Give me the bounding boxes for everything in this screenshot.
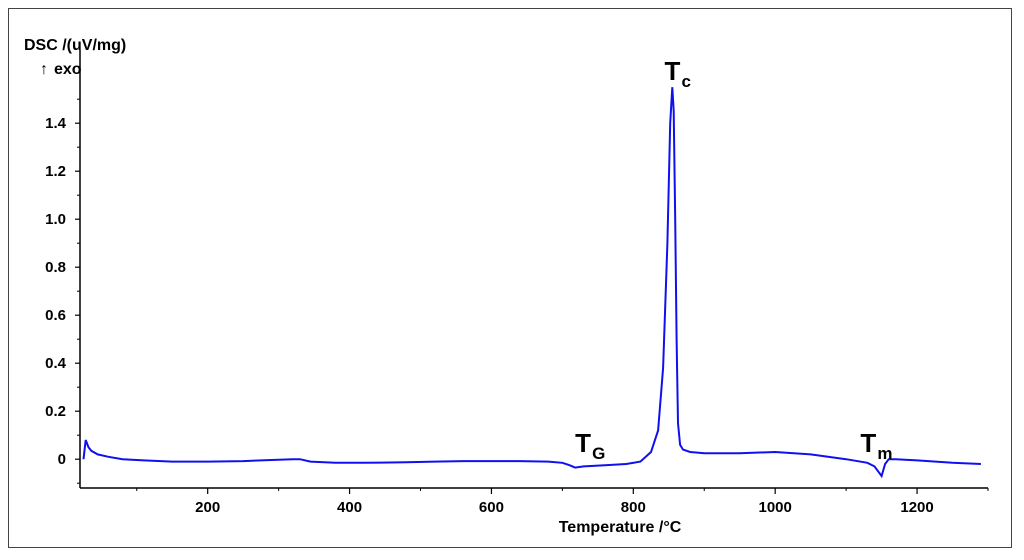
y-tick-label: 0.6 — [45, 307, 66, 324]
up-arrow-icon: ↑ — [40, 61, 48, 78]
exo-label: exo — [54, 61, 82, 78]
y-tick-label: 0.4 — [45, 355, 67, 372]
exo-note: ↑ exo — [40, 61, 82, 78]
y-tick-label: 0 — [58, 451, 66, 468]
y-tick-label: 1.4 — [45, 115, 67, 132]
x-tick-label: 600 — [479, 499, 504, 516]
x-tick-label: 200 — [195, 499, 220, 516]
y-tick-label: 1.0 — [45, 211, 66, 228]
annotation-sub: G — [592, 444, 605, 463]
annotation-main: T — [575, 428, 591, 458]
annotation-main: T — [665, 56, 681, 86]
x-tick-label: 400 — [337, 499, 362, 516]
dsc-curve-line — [82, 87, 981, 479]
x-tick-label: 1000 — [759, 499, 792, 516]
annotations: T GT cT m — [575, 56, 892, 463]
annotation-sub: m — [877, 444, 892, 463]
y-axis-label: DSC /(uV/mg) — [24, 37, 126, 54]
axes: 0 0.2 0.4 0.6 0.8 1.0 1.2 1.4 200 400 600 800 1000 12… — [45, 50, 989, 516]
x-axis-label: Temperature /°C — [559, 519, 682, 536]
y-tick-label: 0.2 — [45, 403, 66, 420]
annotation-sub: c — [682, 72, 691, 91]
y-tick-label: 0.8 — [45, 259, 66, 276]
annotation-main: T — [860, 428, 876, 458]
y-tick-label: 1.2 — [45, 163, 66, 180]
x-tick-label: 1200 — [900, 499, 933, 516]
x-tick-label: 800 — [621, 499, 646, 516]
